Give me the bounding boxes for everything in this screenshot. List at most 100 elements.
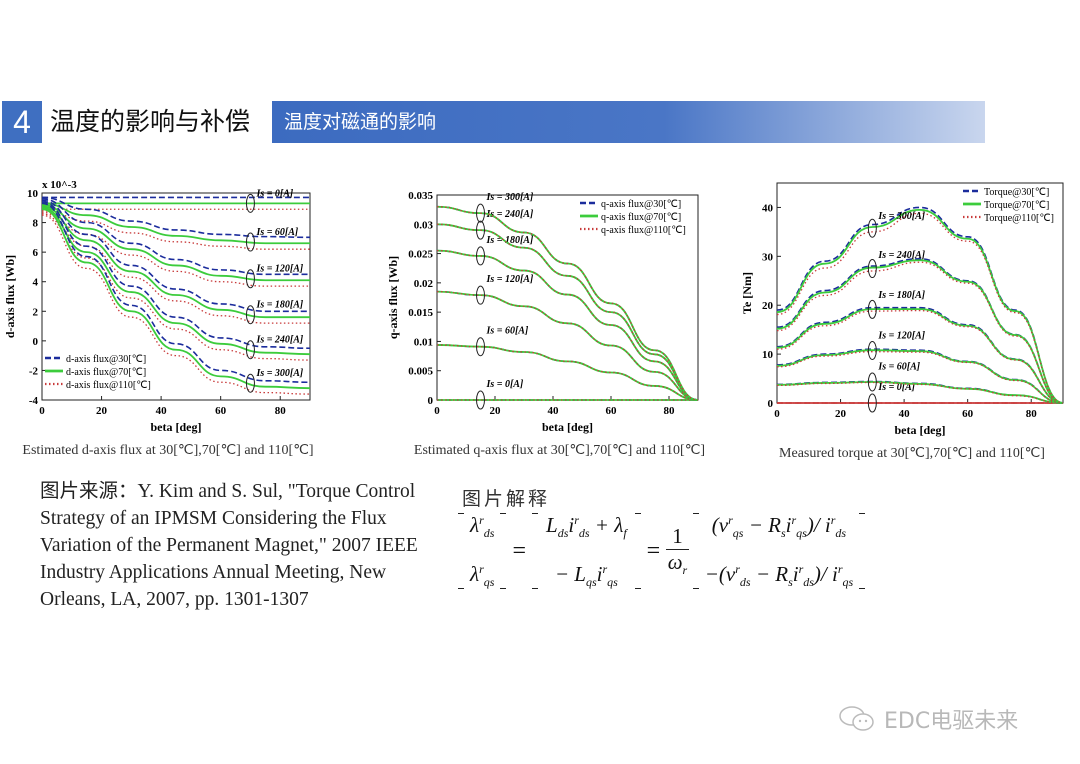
plot-area	[436, 194, 699, 401]
series-line-110c	[436, 206, 699, 401]
x-tick-label: 20	[490, 405, 502, 417]
y-axis-label: Te [Nm]	[740, 272, 754, 314]
series-line-30c	[41, 202, 311, 384]
current-label: Is = 180[A]	[877, 290, 925, 301]
y-tick-label: 40	[762, 202, 774, 214]
legend-label: q-axis flux@30[℃]	[601, 199, 681, 210]
group-marker	[245, 269, 255, 289]
y-tick-label: 2	[33, 306, 39, 318]
fraction: 1 ωr	[666, 523, 689, 578]
group-marker	[867, 340, 877, 360]
series-line-30c	[41, 196, 311, 239]
current-label: Is = 300[A]	[255, 368, 303, 379]
x-tick-label: 60	[606, 405, 618, 417]
group-marker	[867, 259, 877, 279]
group-marker	[476, 390, 485, 410]
current-label: Is = 300[A]	[486, 192, 534, 203]
y-tick-label: 0	[33, 336, 39, 348]
group-marker	[867, 299, 877, 319]
y-axis-label: d-axis flux [Wb]	[3, 255, 17, 338]
subtitle: 温度对磁通的影响	[284, 111, 437, 133]
x-axis-label: beta [deg]	[895, 423, 946, 437]
y-tick-label: 0	[768, 398, 774, 410]
group-marker	[476, 246, 485, 266]
chart-caption: Measured torque at 30[℃],70[℃] and 110[℃…	[779, 446, 1045, 461]
series-line-110c	[41, 211, 310, 324]
chart-3: 0 20 40 60 80 0 10 20 30 40 beta [deg] Te [Nm] Measu…	[740, 182, 1064, 461]
x-tick-label: 60	[962, 408, 974, 420]
group-marker	[245, 373, 255, 393]
group-marker	[245, 305, 255, 325]
section-title: 温度的影响与补偿	[50, 107, 251, 136]
current-label: Is = 0[A]	[877, 382, 915, 393]
legend-label: Torque@110[℃]	[984, 213, 1054, 224]
group-marker	[245, 340, 255, 360]
x-tick-label: 60	[215, 405, 227, 417]
current-label: Is = 180[A]	[255, 300, 303, 311]
current-label: Is = 300[A]	[877, 211, 925, 222]
legend-label: Torque@70[℃]	[984, 200, 1049, 211]
group-marker	[476, 337, 485, 357]
y-tick-label: 4	[33, 277, 39, 289]
x-tick-label: 40	[156, 405, 168, 417]
series-line-70c	[776, 349, 1064, 404]
legend: Torque@30[℃] Torque@70[℃] Torque@110[℃]	[963, 187, 1054, 224]
current-label: Is = 60[A]	[486, 326, 529, 337]
series-line-110c	[41, 208, 310, 250]
series-line-70c	[41, 205, 310, 319]
source-citation: 图片来源：Y. Kim and S. Sul, "Torque Control …	[40, 481, 418, 610]
group-marker	[476, 203, 485, 223]
x-axis-label: beta [deg]	[151, 420, 202, 434]
lhs-matrix: λrds λrqs	[458, 513, 507, 589]
series-line-70c	[41, 208, 311, 390]
chart-caption: Estimated q-axis flux at 30[℃],70[℃] and…	[414, 443, 705, 458]
current-label: Is = 60[A]	[877, 361, 920, 372]
group-marker	[867, 218, 877, 238]
y-tick-label: 0.025	[408, 249, 433, 261]
group-marker	[867, 393, 877, 413]
chart-2: 0 20 40 60 80 0 0.005 0.01 0.015 0.02 0.025 0.03 0.0…	[386, 190, 705, 458]
current-label: Is = 180[A]	[486, 235, 534, 246]
legend: q-axis flux@30[℃] q-axis flux@70[℃] q-axis…	[580, 199, 686, 236]
x-tick-label: 0	[434, 405, 440, 417]
y-tick-label: 10	[762, 349, 774, 361]
y-tick-label: 20	[762, 300, 774, 312]
group-marker	[245, 193, 255, 213]
y-tick-label: 6	[33, 247, 39, 259]
legend-label: q-axis flux@70[℃]	[601, 212, 681, 223]
y-tick-label: 0.03	[414, 219, 434, 231]
chart-caption: Estimated d-axis flux at 30[℃],70[℃] and…	[22, 443, 313, 458]
group-marker	[476, 285, 485, 305]
x-tick-label: 20	[835, 408, 847, 420]
legend-label: Torque@30[℃]	[984, 187, 1049, 198]
series-line-30c	[41, 199, 310, 313]
x-tick-label: 20	[96, 405, 108, 417]
x-axis-label: beta [deg]	[542, 420, 593, 434]
series-line-30c	[41, 201, 311, 350]
series-line-110c	[41, 214, 311, 395]
series-line-110c	[436, 290, 699, 401]
legend-label: q-axis flux@110[℃]	[601, 225, 686, 236]
series-line-110c	[436, 249, 699, 401]
plot-area	[41, 192, 311, 401]
y-tick-label: 0	[428, 395, 434, 407]
current-label: Is = 120[A]	[877, 331, 925, 342]
legend: d-axis flux@30[℃] d-axis flux@70[℃] d-axis…	[45, 354, 151, 391]
legend-label: d-axis flux@30[℃]	[66, 354, 146, 365]
series-line-70c	[41, 203, 310, 282]
legend-label: d-axis flux@110[℃]	[66, 380, 151, 391]
wechat-icon	[839, 706, 874, 731]
current-label: Is = 0[A]	[255, 188, 293, 199]
x-tick-label: 0	[774, 408, 780, 420]
series-line-110c	[436, 223, 699, 401]
series-line-110c	[776, 212, 1064, 404]
y-tick-label: 30	[762, 251, 774, 263]
group-marker	[867, 372, 877, 392]
current-label: Is = 120[A]	[486, 274, 534, 285]
subtitle-bar: 温度对磁通的影响	[272, 101, 985, 143]
group-marker	[476, 220, 485, 240]
y-tick-label: 0.02	[414, 278, 434, 290]
y-tick-label: 0.035	[408, 190, 433, 202]
group-marker	[245, 232, 255, 252]
legend-label: d-axis flux@70[℃]	[66, 367, 146, 378]
